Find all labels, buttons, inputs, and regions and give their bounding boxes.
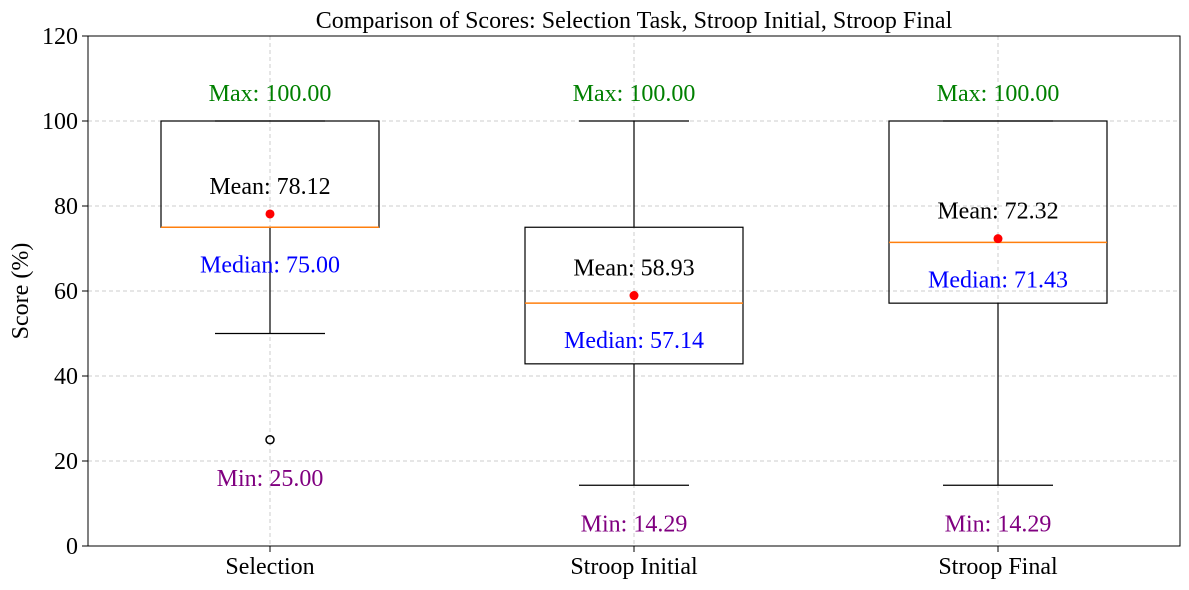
median-label: Median: 71.43: [928, 267, 1068, 293]
outlier-point: [265, 435, 275, 445]
y-tick-label: 80: [54, 194, 78, 220]
boxes: [160, 120, 1108, 486]
min-label: Min: 14.29: [581, 511, 688, 537]
x-tick-label: Selection: [225, 554, 314, 580]
mean-marker: [265, 209, 275, 219]
iqr-box: [524, 226, 744, 365]
y-axis-label: Score (%): [8, 243, 34, 340]
chart-title: Comparison of Scores: Selection Task, St…: [316, 8, 953, 34]
box-selection: [160, 120, 380, 445]
max-label: Max: 100.00: [937, 81, 1060, 107]
x-tick-label: Stroop Initial: [570, 554, 698, 580]
iqr-box: [888, 120, 1108, 304]
median-label: Median: 57.14: [564, 328, 704, 354]
box-stroop-initial: [524, 120, 744, 486]
mean-marker: [993, 234, 1003, 244]
y-tick-label: 20: [54, 449, 78, 475]
max-label: Max: 100.00: [209, 81, 332, 107]
y-axis: 0 20 40 60 80 100 120: [42, 24, 88, 560]
annotations: Max: 100.00 Mean: 78.12 Median: 75.00 Min: …: [200, 81, 1068, 537]
mean-label: Mean: 72.32: [937, 199, 1058, 225]
y-tick-label: 0: [66, 534, 78, 560]
median-label: Median: 75.00: [200, 252, 340, 278]
mean-label: Mean: 78.12: [209, 174, 330, 200]
min-label: Min: 14.29: [945, 511, 1052, 537]
max-label: Max: 100.00: [573, 81, 696, 107]
mean-marker: [629, 291, 639, 301]
y-tick-label: 40: [54, 364, 78, 390]
x-axis: Selection Stroop Initial Stroop Final: [225, 546, 1058, 580]
box-stroop-final: [888, 120, 1108, 486]
mean-label: Mean: 58.93: [573, 256, 694, 282]
y-tick-label: 60: [54, 279, 78, 305]
y-tick-label: 100: [42, 109, 78, 135]
x-tick-label: Stroop Final: [938, 554, 1058, 580]
min-label: Min: 25.00: [217, 466, 324, 492]
y-tick-label: 120: [42, 24, 78, 50]
